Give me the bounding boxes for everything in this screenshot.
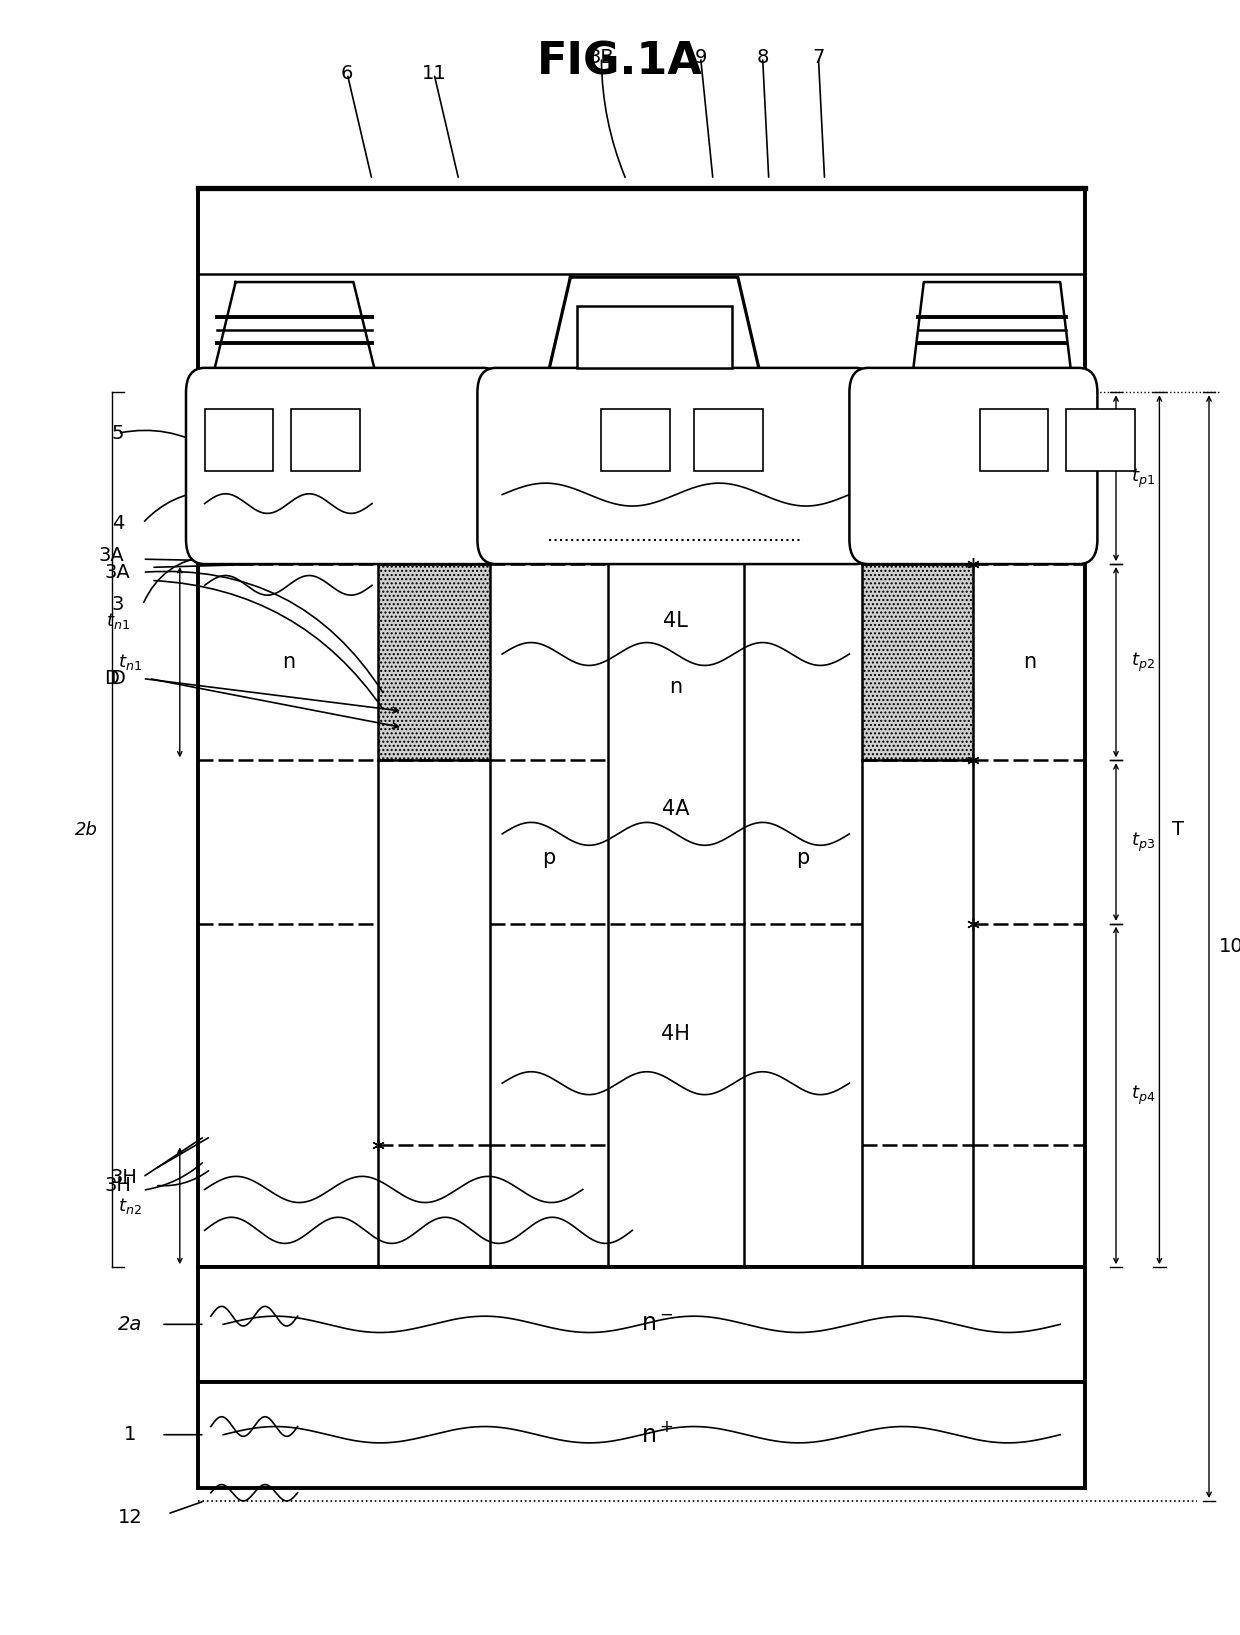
Text: $t_{n1}$: $t_{n1}$ — [118, 652, 141, 672]
Bar — [980, 409, 1048, 471]
Text: $t_{p4}$: $t_{p4}$ — [1131, 1084, 1156, 1107]
Text: n$^+$: n$^+$ — [228, 432, 249, 448]
Text: 3A: 3A — [105, 562, 130, 582]
Bar — [378, 564, 490, 760]
Text: 7: 7 — [812, 47, 825, 67]
Bar — [198, 1267, 1085, 1382]
Text: 5: 5 — [112, 423, 124, 443]
Text: n$^+$: n$^+$ — [1003, 432, 1024, 448]
Text: $t_{p3}$: $t_{p3}$ — [1131, 831, 1154, 853]
Text: p: p — [796, 849, 810, 868]
Text: D: D — [110, 669, 125, 688]
Bar — [198, 188, 1085, 392]
Text: 4A: 4A — [662, 443, 689, 464]
FancyBboxPatch shape — [477, 368, 874, 564]
Text: 3H: 3H — [104, 1176, 131, 1195]
Text: T: T — [1172, 821, 1184, 839]
Text: p: p — [967, 473, 980, 492]
Bar — [291, 409, 360, 471]
Text: 3H: 3H — [110, 1167, 138, 1187]
Bar — [694, 409, 763, 471]
Text: n$^+$: n$^+$ — [718, 432, 739, 448]
Text: p: p — [542, 849, 556, 868]
Polygon shape — [546, 276, 763, 384]
Text: 9: 9 — [694, 47, 707, 67]
Polygon shape — [911, 281, 1073, 384]
Text: p: p — [337, 473, 351, 492]
Text: n: n — [1023, 652, 1035, 672]
Text: 6: 6 — [341, 64, 353, 83]
Text: $t_{n1}$: $t_{n1}$ — [105, 611, 130, 631]
Text: 3B: 3B — [589, 47, 614, 67]
Text: 4L: 4L — [663, 611, 688, 631]
Text: 4H: 4H — [661, 1024, 691, 1045]
Text: 4: 4 — [112, 513, 124, 533]
Bar — [205, 409, 273, 471]
Text: n$^+$: n$^+$ — [625, 432, 646, 448]
Text: $t_{p1}$: $t_{p1}$ — [1131, 466, 1154, 490]
Bar — [601, 409, 670, 471]
Text: n: n — [670, 677, 682, 697]
Text: $t_{p2}$: $t_{p2}$ — [1131, 651, 1154, 674]
Text: n$^-$: n$^-$ — [641, 1313, 673, 1336]
Text: D: D — [104, 669, 119, 688]
Text: 2a: 2a — [118, 1315, 143, 1334]
Bar — [862, 564, 973, 760]
Text: 2b: 2b — [76, 821, 98, 839]
Text: 3: 3 — [112, 595, 124, 615]
Text: 4A: 4A — [662, 800, 689, 819]
Text: 12: 12 — [118, 1507, 143, 1527]
Text: 8: 8 — [756, 47, 769, 67]
Bar — [1066, 409, 1135, 471]
Bar — [198, 1382, 1085, 1488]
Text: $t_{n2}$: $t_{n2}$ — [118, 1195, 141, 1216]
Text: n$^+$: n$^+$ — [1090, 432, 1111, 448]
Text: 3A: 3A — [99, 546, 124, 566]
Text: n: n — [281, 652, 295, 672]
Text: n$^+$: n$^+$ — [315, 432, 336, 448]
Text: n$^+$: n$^+$ — [641, 1422, 673, 1447]
Text: FIG.1A: FIG.1A — [537, 41, 703, 83]
Text: n: n — [670, 473, 682, 492]
Text: 11: 11 — [422, 64, 446, 83]
Text: 1: 1 — [124, 1426, 136, 1444]
Polygon shape — [211, 281, 378, 384]
Bar — [577, 306, 732, 368]
FancyBboxPatch shape — [186, 368, 502, 564]
Text: 10: 10 — [1219, 937, 1240, 956]
FancyBboxPatch shape — [849, 368, 1097, 564]
Bar — [198, 392, 1085, 1267]
